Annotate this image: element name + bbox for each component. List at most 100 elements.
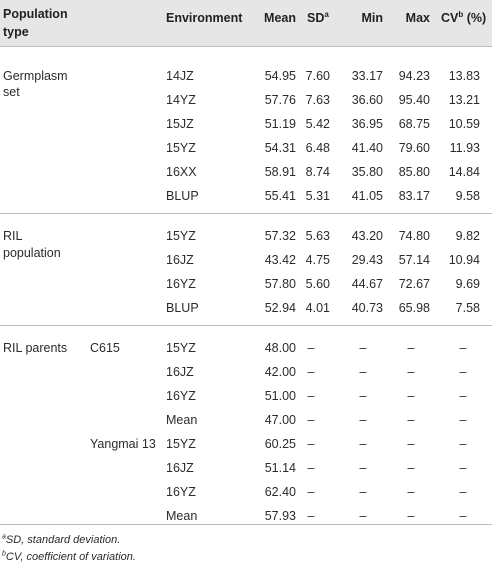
cell-mean: 54.95 xyxy=(264,69,296,83)
header-rule xyxy=(0,46,492,47)
cell-cv: 9.58 xyxy=(455,189,480,203)
cell-max: 65.98 xyxy=(398,301,430,315)
cell-sd: 7.63 xyxy=(305,93,330,107)
cell-environment: 16YZ xyxy=(166,389,196,403)
cell-max: 74.80 xyxy=(398,229,430,243)
cell-environment: 16YZ xyxy=(166,485,196,499)
cell-cv: 10.94 xyxy=(448,253,480,267)
header-mean: Mean xyxy=(264,11,296,25)
cell-cv: 9.69 xyxy=(455,277,480,291)
cell-min: – xyxy=(359,389,367,403)
parent-name-yangmai13: Yangmai 13 xyxy=(90,437,156,451)
cell-cv: 13.21 xyxy=(448,93,480,107)
cell-mean: 57.32 xyxy=(264,229,296,243)
cell-min: 36.60 xyxy=(351,93,383,107)
cell-max: – xyxy=(407,341,415,355)
cell-min: – xyxy=(359,485,367,499)
cell-min: – xyxy=(359,341,367,355)
cell-sd: – xyxy=(307,485,315,499)
cell-mean: 57.76 xyxy=(264,93,296,107)
cell-max: 79.60 xyxy=(398,141,430,155)
cell-environment: Mean xyxy=(166,509,198,523)
section-label-ril-line2: population xyxy=(3,246,61,260)
cell-cv: – xyxy=(459,437,467,451)
cell-mean: 57.93 xyxy=(264,509,296,523)
cell-min: – xyxy=(359,437,367,451)
footnote-a: aSD, standard deviation. xyxy=(2,533,121,546)
cell-sd: – xyxy=(307,389,315,403)
cell-max: 95.40 xyxy=(398,93,430,107)
section-label-germplasm: Germplasm xyxy=(3,69,68,83)
cell-cv: 10.59 xyxy=(448,117,480,131)
cell-cv: 14.84 xyxy=(448,165,480,179)
cell-min: 43.20 xyxy=(351,229,383,243)
cell-cv: – xyxy=(459,389,467,403)
cell-mean: 48.00 xyxy=(264,341,296,355)
cell-environment: BLUP xyxy=(166,301,199,315)
cell-min: 40.73 xyxy=(351,301,383,315)
cell-sd: 4.01 xyxy=(305,301,330,315)
cell-max: 68.75 xyxy=(398,117,430,131)
cell-max: – xyxy=(407,389,415,403)
header-cv: CVb (%) xyxy=(441,9,487,25)
cell-sd: 5.63 xyxy=(305,229,330,243)
cell-sd: – xyxy=(307,341,315,355)
cell-sd: 5.60 xyxy=(305,277,330,291)
cell-mean: 55.41 xyxy=(264,189,296,203)
cell-max: – xyxy=(407,365,415,379)
cell-sd: 7.60 xyxy=(305,69,330,83)
cell-environment: 16JZ xyxy=(166,365,194,379)
cell-max: 94.23 xyxy=(398,69,430,83)
cell-environment: 14YZ xyxy=(166,93,196,107)
cell-sd: 8.74 xyxy=(305,165,330,179)
cell-min: 41.40 xyxy=(351,141,383,155)
cell-max: 57.14 xyxy=(398,253,430,267)
cell-max: – xyxy=(407,509,415,523)
cell-mean: 42.00 xyxy=(264,365,296,379)
cell-min: 29.43 xyxy=(351,253,383,267)
cell-sd: – xyxy=(307,365,315,379)
cell-max: 83.17 xyxy=(398,189,430,203)
cell-max: 72.67 xyxy=(398,277,430,291)
cell-max: – xyxy=(407,437,415,451)
cell-sd: 5.42 xyxy=(305,117,330,131)
cell-sd: – xyxy=(307,413,315,427)
cell-environment: 16JZ xyxy=(166,253,194,267)
cell-mean: 57.80 xyxy=(264,277,296,291)
header-environment: Environment xyxy=(166,11,243,25)
footnote-b: bCV, coefficient of variation. xyxy=(2,550,136,563)
header-population-type: Population type xyxy=(3,7,68,39)
cell-cv: 11.93 xyxy=(449,141,480,155)
cell-mean: 58.91 xyxy=(264,165,296,179)
section-rule xyxy=(0,213,492,214)
cell-sd: – xyxy=(307,461,315,475)
cell-min: – xyxy=(359,413,367,427)
cell-min: – xyxy=(359,461,367,475)
table-bottom-rule xyxy=(0,524,492,525)
cell-sd: 5.31 xyxy=(305,189,330,203)
cell-environment: 15YZ xyxy=(166,437,196,451)
cell-min: 35.80 xyxy=(351,165,383,179)
header-max: Max xyxy=(405,11,430,25)
section-label-ril: RIL xyxy=(3,229,23,243)
cell-environment: 15YZ xyxy=(166,229,196,243)
cell-cv: 9.82 xyxy=(455,229,480,243)
cell-min: 33.17 xyxy=(351,69,383,83)
cell-mean: 60.25 xyxy=(264,437,296,451)
cell-cv: – xyxy=(459,461,467,475)
cell-mean: 52.94 xyxy=(264,301,296,315)
cell-sd: 6.48 xyxy=(305,141,330,155)
cell-mean: 47.00 xyxy=(264,413,296,427)
cell-max: – xyxy=(407,461,415,475)
cell-cv: – xyxy=(459,509,467,523)
cell-environment: 16YZ xyxy=(166,277,196,291)
header-sd: SDa xyxy=(307,9,329,25)
cell-mean: 43.42 xyxy=(264,253,296,267)
cell-min: – xyxy=(359,365,367,379)
cell-max: 85.80 xyxy=(398,165,430,179)
cell-environment: BLUP xyxy=(166,189,199,203)
cell-cv: – xyxy=(459,365,467,379)
cell-environment: Mean xyxy=(166,413,198,427)
cell-sd: – xyxy=(307,509,315,523)
cell-mean: 51.14 xyxy=(264,461,296,475)
